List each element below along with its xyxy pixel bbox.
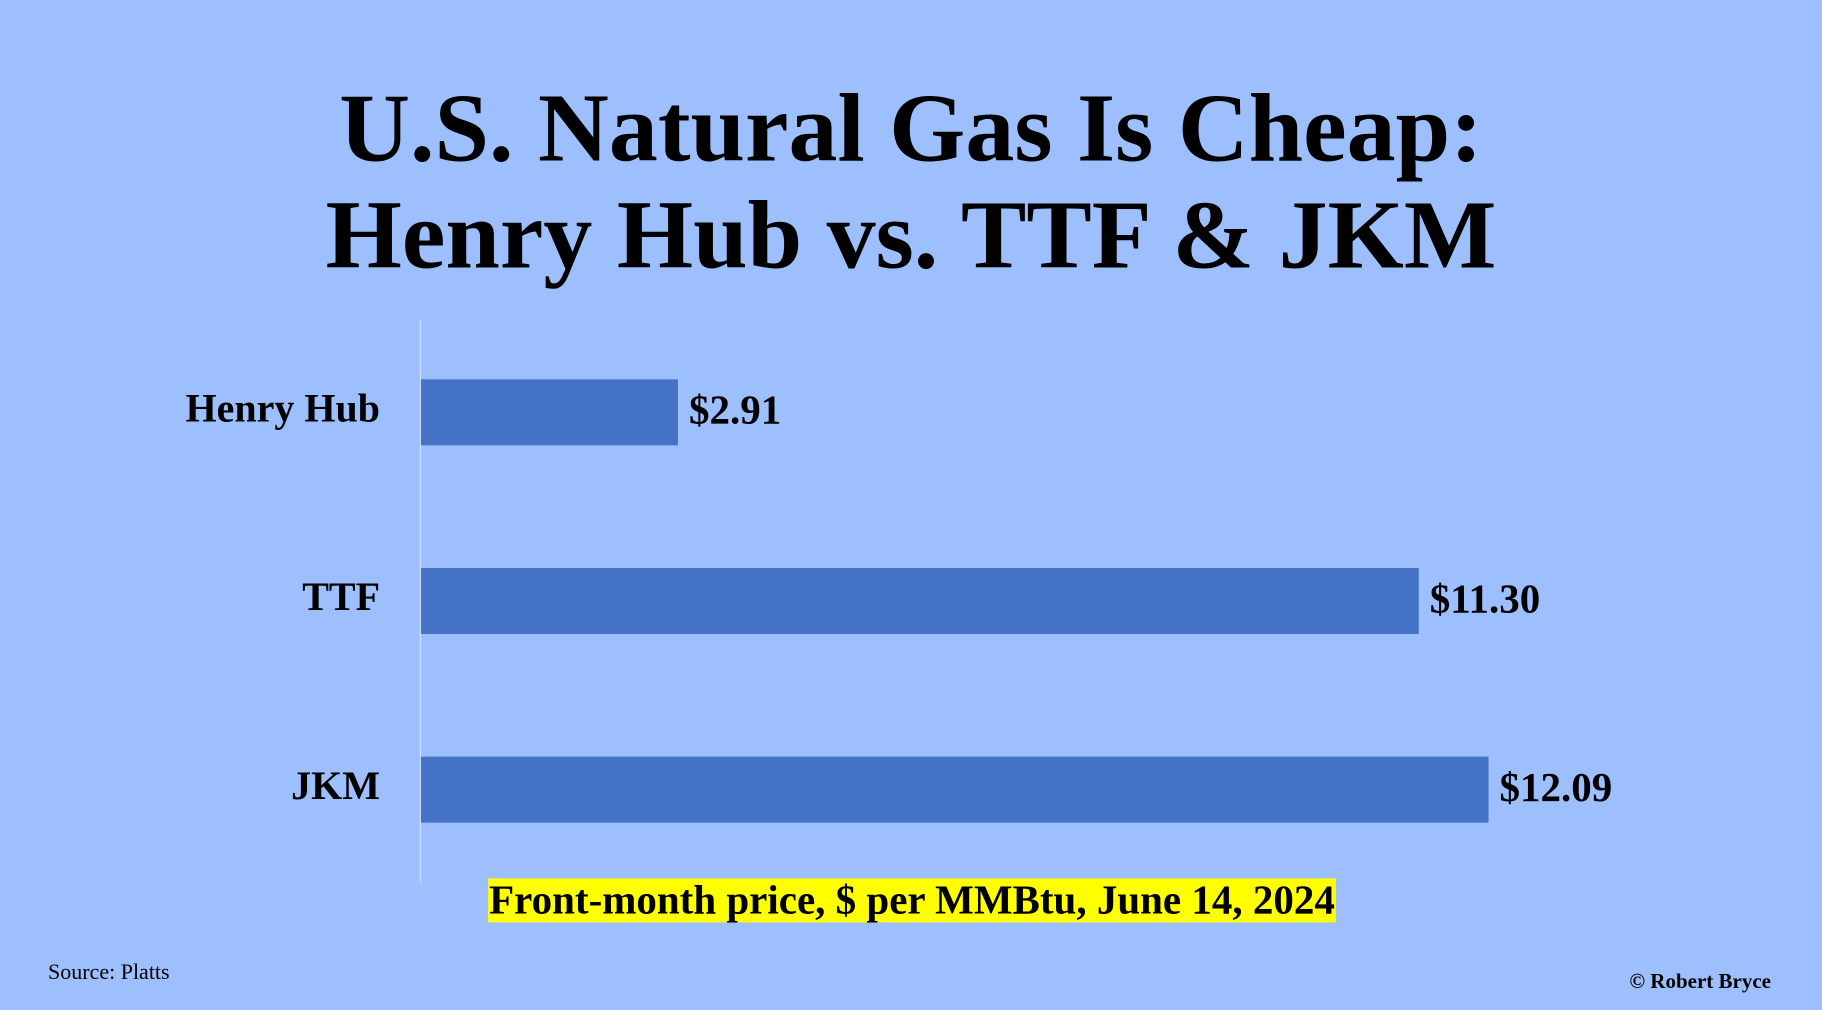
- bar: [421, 756, 1489, 823]
- chart-title: U.S. Natural Gas Is Cheap:: [339, 74, 1482, 182]
- chart-title: Henry Hub vs. TTF & JKM: [326, 181, 1497, 289]
- bar: [421, 568, 1419, 634]
- credit: © Robert Bryce: [1629, 969, 1771, 993]
- annotation: Front-month price, $ per MMBtu, June 14,…: [489, 876, 1335, 922]
- category-label: Henry Hub: [186, 386, 380, 431]
- category-label: JKM: [291, 763, 380, 808]
- source: Source: Platts: [48, 959, 170, 984]
- annotation-highlight: [488, 878, 1336, 923]
- value-label: $11.30: [1430, 575, 1541, 621]
- category-label: TTF: [302, 574, 380, 619]
- value-label: $2.91: [689, 387, 781, 433]
- bar: [421, 379, 678, 446]
- value-label: $12.09: [1500, 764, 1613, 810]
